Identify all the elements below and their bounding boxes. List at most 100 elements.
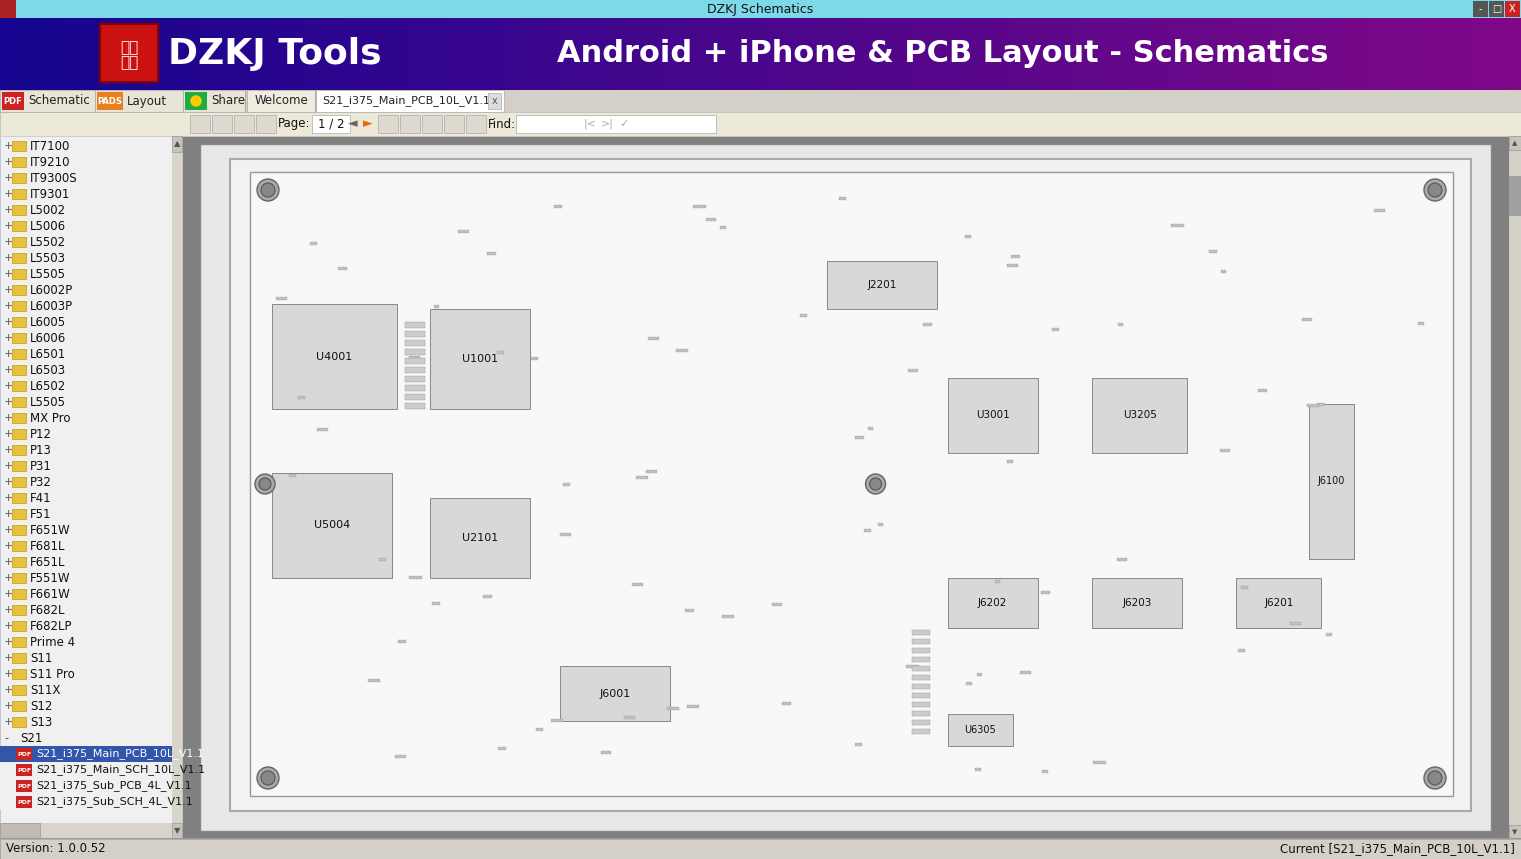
- Bar: [1489, 1, 1504, 17]
- Bar: [735, 18, 748, 90]
- Bar: [12, 349, 26, 359]
- Text: F651L: F651L: [30, 556, 65, 569]
- Bar: [12, 429, 26, 439]
- Text: +: +: [5, 381, 14, 391]
- Circle shape: [1428, 771, 1442, 785]
- Bar: [506, 18, 520, 90]
- Text: +: +: [5, 653, 14, 663]
- Bar: [102, 18, 116, 90]
- Bar: [12, 637, 26, 647]
- Text: Current [S21_i375_Main_PCB_10L_V1.1]: Current [S21_i375_Main_PCB_10L_V1.1]: [1281, 843, 1515, 856]
- Bar: [26, 18, 40, 90]
- Bar: [570, 18, 584, 90]
- Bar: [948, 378, 1037, 453]
- Bar: [1457, 18, 1471, 90]
- Text: +: +: [5, 493, 14, 503]
- Bar: [634, 18, 648, 90]
- Text: S11: S11: [30, 651, 52, 665]
- Bar: [966, 235, 970, 238]
- Bar: [648, 337, 659, 340]
- Bar: [624, 716, 634, 719]
- Bar: [1092, 577, 1182, 628]
- Bar: [1331, 18, 1345, 90]
- Text: IT9210: IT9210: [30, 155, 70, 168]
- Text: +: +: [5, 173, 14, 183]
- Text: S21: S21: [20, 732, 43, 745]
- Bar: [1509, 18, 1521, 90]
- Text: P32: P32: [30, 476, 52, 489]
- Text: S21_i375_Sub_PCB_4L_V1.1: S21_i375_Sub_PCB_4L_V1.1: [37, 781, 192, 791]
- Text: U5004: U5004: [313, 520, 350, 530]
- Bar: [887, 18, 900, 90]
- Text: S11X: S11X: [30, 684, 61, 697]
- Bar: [0, 112, 1521, 136]
- Text: +: +: [5, 461, 14, 471]
- Text: +: +: [5, 621, 14, 631]
- Bar: [1115, 18, 1129, 90]
- Bar: [719, 226, 726, 229]
- Text: U3205: U3205: [1122, 411, 1156, 420]
- Bar: [1220, 448, 1229, 452]
- Bar: [621, 18, 634, 90]
- Text: Version: 1.0.0.52: Version: 1.0.0.52: [6, 843, 105, 856]
- Text: +: +: [5, 413, 14, 423]
- Bar: [494, 18, 508, 90]
- Bar: [12, 701, 26, 711]
- Bar: [1021, 671, 1031, 674]
- Text: P31: P31: [30, 460, 52, 472]
- Circle shape: [262, 183, 275, 197]
- Bar: [911, 720, 929, 725]
- Text: >|: >|: [601, 119, 613, 129]
- Bar: [535, 728, 543, 731]
- Bar: [50, 18, 64, 90]
- Bar: [409, 576, 421, 579]
- Bar: [12, 605, 26, 615]
- Bar: [1302, 318, 1311, 320]
- Bar: [12, 365, 26, 375]
- Bar: [687, 705, 698, 709]
- Bar: [516, 115, 716, 133]
- Text: J6201: J6201: [1264, 598, 1294, 607]
- Bar: [405, 394, 424, 400]
- Bar: [164, 18, 178, 90]
- Bar: [824, 18, 838, 90]
- Bar: [405, 403, 424, 409]
- Bar: [405, 322, 424, 328]
- Text: F661W: F661W: [30, 588, 71, 600]
- Bar: [12, 717, 26, 727]
- Bar: [12, 333, 26, 343]
- Bar: [458, 230, 468, 233]
- Text: S12: S12: [30, 699, 52, 712]
- Bar: [484, 595, 493, 599]
- Bar: [1305, 18, 1319, 90]
- Circle shape: [1428, 183, 1442, 197]
- Text: F681L: F681L: [30, 539, 65, 552]
- Bar: [12, 541, 26, 551]
- Bar: [1495, 18, 1509, 90]
- Bar: [256, 115, 275, 133]
- Bar: [659, 18, 672, 90]
- Bar: [497, 746, 505, 750]
- Bar: [1094, 761, 1106, 764]
- Text: U2101: U2101: [462, 533, 497, 543]
- Bar: [254, 18, 268, 90]
- Bar: [1418, 322, 1424, 325]
- Bar: [1209, 250, 1217, 253]
- Bar: [911, 684, 929, 689]
- Bar: [1103, 18, 1116, 90]
- Bar: [405, 385, 424, 391]
- Bar: [2, 92, 24, 110]
- Bar: [911, 656, 929, 661]
- Bar: [925, 18, 938, 90]
- Bar: [12, 685, 26, 695]
- Text: PADS: PADS: [97, 96, 122, 106]
- Bar: [468, 18, 482, 90]
- Bar: [338, 267, 347, 270]
- Text: Find:: Find:: [488, 118, 516, 131]
- Bar: [1369, 18, 1383, 90]
- Bar: [1007, 460, 1013, 463]
- Text: x: x: [493, 96, 497, 106]
- Bar: [849, 18, 862, 90]
- Text: □: □: [1492, 4, 1501, 14]
- Bar: [310, 242, 316, 245]
